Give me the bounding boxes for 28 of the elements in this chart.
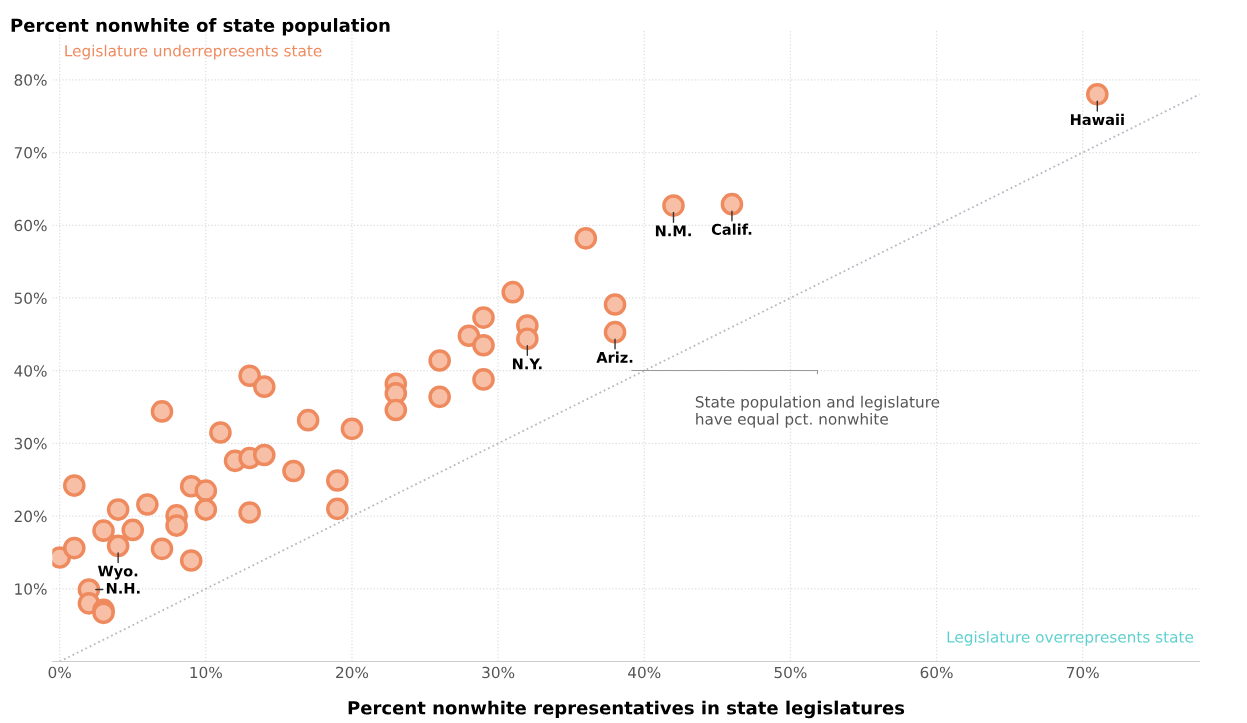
x-tick-label: 10% bbox=[190, 666, 222, 679]
y-tick-label: 50% bbox=[14, 292, 47, 304]
annotation: N.M. bbox=[655, 225, 691, 237]
chart-title: Percent nonwhite of state population bbox=[11, 18, 390, 36]
x-tick-label: 70% bbox=[1066, 666, 1099, 679]
y-tick-label: 30% bbox=[14, 437, 47, 450]
x-tick-label: 30% bbox=[482, 666, 515, 679]
x-axis-title: Percent nonwhite representatives in state legislatures bbox=[348, 700, 905, 719]
annotation: State population and legislature have equal pct. nonwhite bbox=[695, 395, 940, 428]
y-tick-label: 80% bbox=[14, 74, 47, 86]
annotation: N.Y. bbox=[512, 358, 542, 370]
y-tick-label: 40% bbox=[14, 365, 47, 377]
annotation: Legislature overrepresents state bbox=[947, 630, 1194, 646]
y-tick-label: 60% bbox=[14, 219, 47, 232]
y-tick-label: 70% bbox=[14, 147, 47, 159]
x-tick-label: 0% bbox=[48, 666, 71, 679]
x-tick-label: 20% bbox=[336, 666, 369, 679]
annotation: Calif. bbox=[711, 223, 752, 235]
y-tick-label: 20% bbox=[14, 510, 47, 523]
y-tick-label: 10% bbox=[15, 583, 47, 595]
x-tick-label: 60% bbox=[920, 666, 953, 679]
x-tick-label: 40% bbox=[628, 666, 661, 679]
annotation: N.H. bbox=[106, 582, 140, 594]
annotation: Wyo. bbox=[98, 565, 138, 580]
annotation: Hawaii bbox=[1070, 113, 1124, 126]
annotation: Ariz. bbox=[596, 351, 633, 363]
x-tick-label: 50% bbox=[774, 666, 807, 679]
annotation: Legislature underrepresents state bbox=[65, 44, 322, 60]
